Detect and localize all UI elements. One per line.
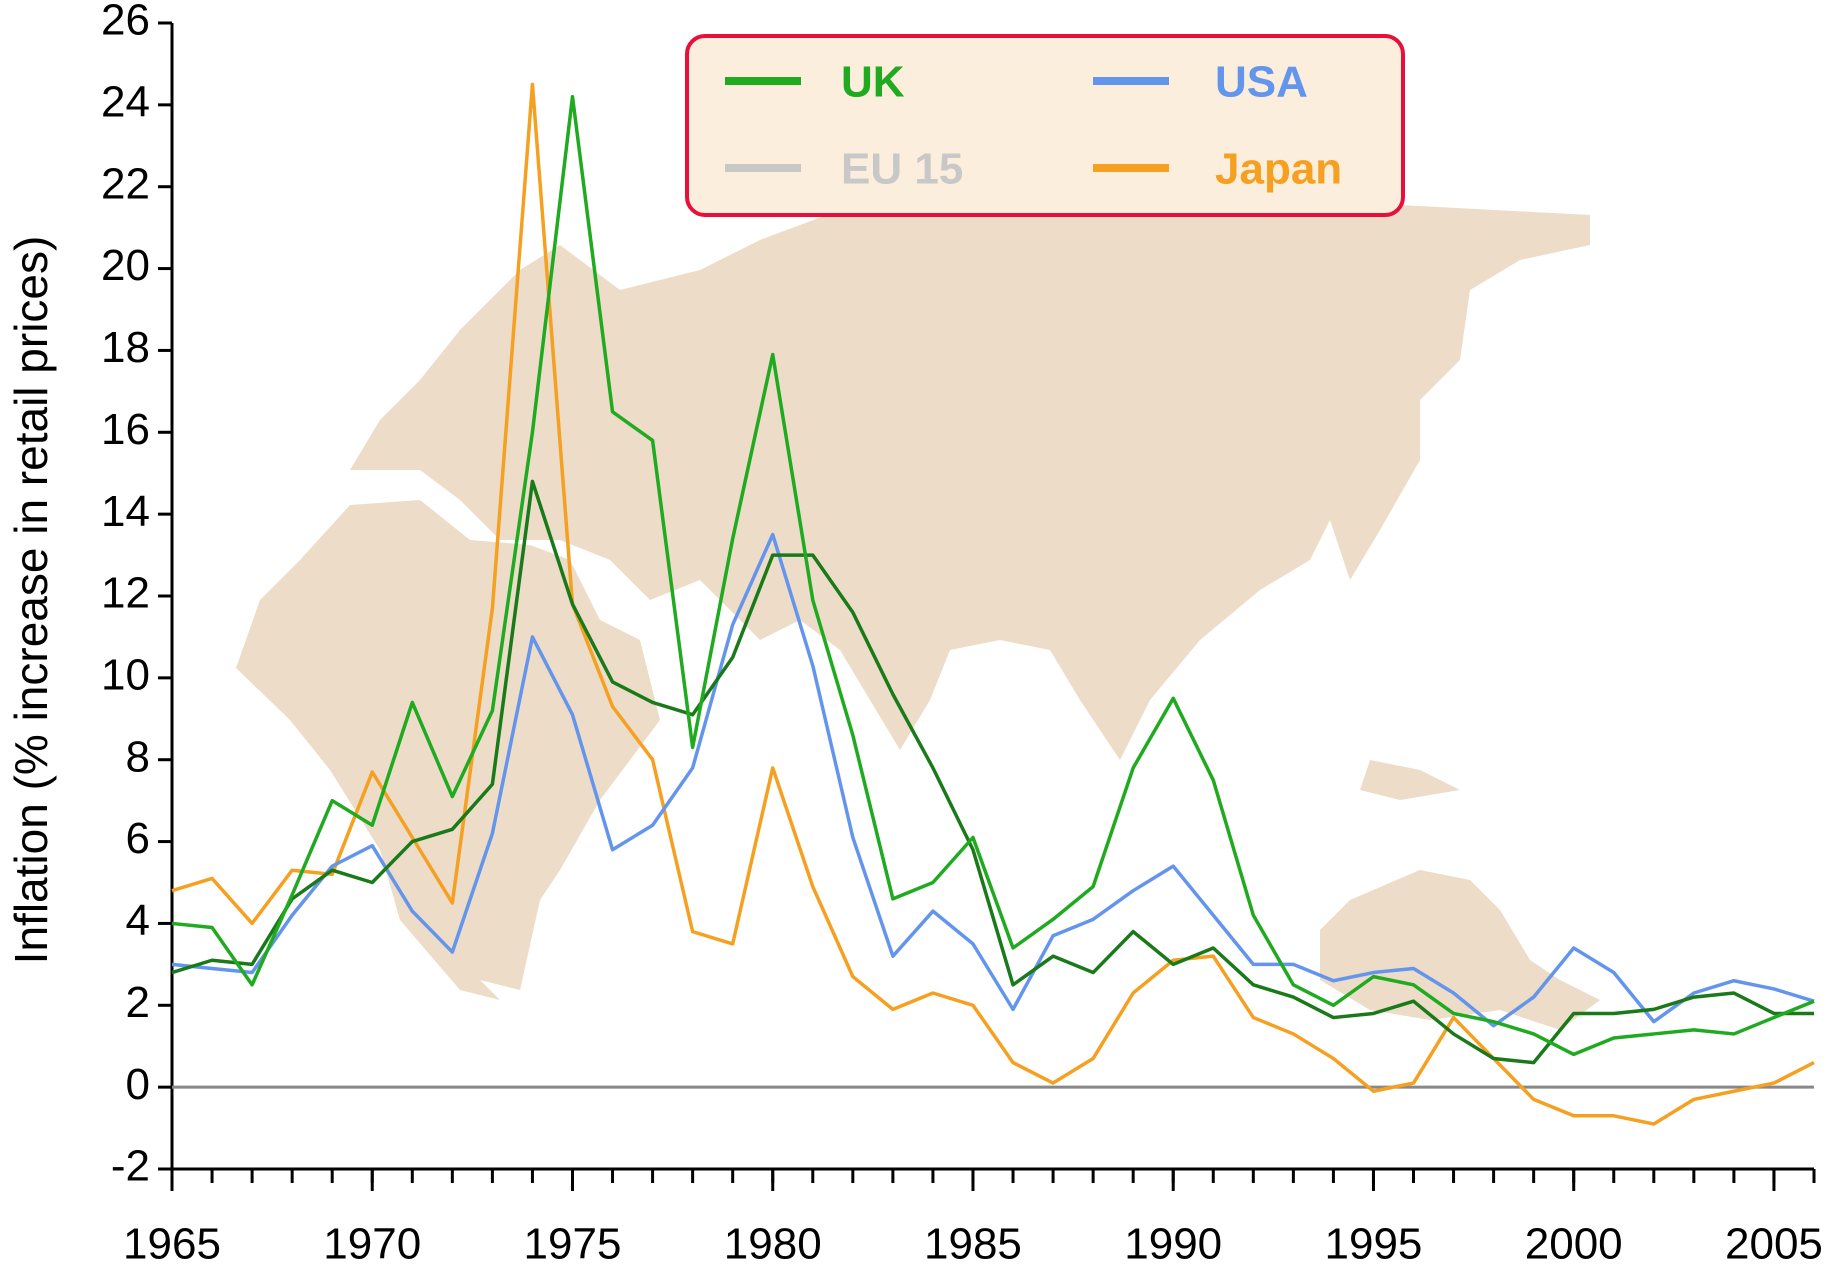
y-tick-label: 8 xyxy=(126,732,150,781)
x-tick-label: 1985 xyxy=(924,1220,1022,1269)
legend-label: EU 15 xyxy=(841,145,963,194)
y-tick-label: 22 xyxy=(101,159,150,208)
y-tick-label: 18 xyxy=(101,323,150,372)
y-tick-label: 0 xyxy=(126,1060,150,1109)
legend-label: UK xyxy=(841,58,905,107)
series-line xyxy=(171,479,1814,1065)
legend-box xyxy=(685,34,1405,217)
africa xyxy=(236,500,660,1000)
legend-label: Japan xyxy=(1215,145,1342,194)
x-tick-label: 1990 xyxy=(1124,1220,1222,1269)
y-tick-label: -2 xyxy=(111,1142,150,1191)
x-tick-label: 1975 xyxy=(524,1220,622,1269)
x-tick-label: 2005 xyxy=(1725,1220,1823,1269)
x-tick-label: 1995 xyxy=(1325,1220,1423,1269)
world-map-background xyxy=(236,195,1600,1030)
series-line xyxy=(171,94,1815,1057)
y-tick-label: 6 xyxy=(126,814,150,863)
eurasia xyxy=(350,195,1590,760)
legend: UK USA EU 15 Japan xyxy=(725,58,1342,194)
series-line xyxy=(171,532,1815,1028)
islands xyxy=(1360,760,1460,800)
y-tick-label: 16 xyxy=(101,405,150,454)
y-tick-label: 14 xyxy=(101,487,150,536)
y-tick-label: 12 xyxy=(101,569,150,618)
y-tick-label: 4 xyxy=(126,896,150,945)
x-tick-label: 1965 xyxy=(123,1220,221,1269)
y-tick-label: 26 xyxy=(101,0,150,45)
legend-label: USA xyxy=(1215,58,1308,107)
series-line xyxy=(171,82,1815,1126)
y-tick-label: 2 xyxy=(126,978,150,1027)
x-tick-label: 1970 xyxy=(323,1220,421,1269)
y-axis-label: Inflation (% increase in retail prices) xyxy=(5,236,57,965)
australia xyxy=(1320,870,1600,1030)
x-tick-label: 1980 xyxy=(724,1220,822,1269)
y-tick-label: 24 xyxy=(101,77,150,126)
x-tick-label: 2000 xyxy=(1525,1220,1623,1269)
y-tick-label: 10 xyxy=(101,650,150,699)
y-tick-label: 20 xyxy=(101,241,150,290)
